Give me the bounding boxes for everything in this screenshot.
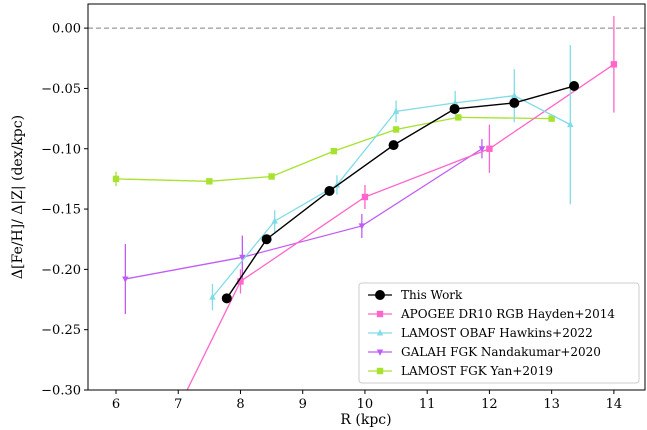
y-axis-ticks: 0.00 −0.05 −0.10 −0.15 −0.20 −0.25 −0.30 — [41, 22, 88, 399]
x-tick-label: 14 — [606, 397, 623, 412]
legend: This Work APOGEE DR10 RGB Hayden+2014 LAMO… — [358, 282, 640, 384]
x-tick-label: 8 — [236, 397, 244, 412]
plot-frame — [87, 3, 646, 391]
data-point — [511, 91, 518, 99]
y-tick-label: −0.20 — [41, 263, 81, 278]
series-4 — [112, 114, 555, 187]
y-tick-label: −0.05 — [41, 82, 81, 97]
data-point — [271, 217, 278, 224]
legend-label: This Work — [401, 288, 463, 302]
x-tick-label: 9 — [299, 397, 307, 412]
series-2 — [209, 45, 574, 311]
y-tick-label: −0.30 — [41, 384, 81, 399]
data-point — [392, 126, 400, 133]
x-tick-label: 10 — [357, 397, 374, 412]
data-point — [237, 278, 244, 285]
x-tick-label: 7 — [174, 397, 182, 412]
series-0 — [221, 81, 580, 304]
data-point — [261, 234, 272, 245]
x-tick-label: 13 — [543, 397, 560, 412]
x-axis-label: R (kpc) — [340, 412, 391, 428]
legend-swatch-marker — [376, 349, 384, 356]
legend-swatch-marker — [376, 310, 384, 318]
data-point — [455, 114, 462, 121]
data-point — [478, 146, 486, 153]
data-point — [548, 115, 555, 122]
legend-swatch-marker — [375, 290, 385, 300]
data-point — [569, 81, 580, 92]
x-tick-label: 6 — [112, 397, 120, 412]
y-tick-label: −0.10 — [41, 142, 81, 157]
legend-swatch-marker — [376, 367, 384, 375]
data-point — [449, 103, 460, 114]
y-tick-label: −0.25 — [41, 323, 81, 338]
data-point — [324, 185, 335, 196]
series-layer — [112, 16, 618, 390]
data-point — [509, 97, 520, 108]
data-point — [486, 145, 493, 152]
data-point — [392, 107, 400, 114]
data-point — [330, 147, 338, 155]
data-point — [122, 276, 129, 283]
series-1 — [186, 16, 618, 390]
y-axis-label: Δ[Fe/H]/ Δ|Z| (dex/kpc) — [10, 115, 26, 279]
data-point — [388, 140, 399, 151]
data-point — [610, 61, 618, 68]
data-point — [206, 178, 213, 185]
legend-box — [358, 282, 640, 384]
data-point — [567, 120, 574, 128]
data-point — [268, 173, 275, 180]
legend-label: LAMOST OBAF Hawkins+2022 — [401, 326, 593, 340]
series-line — [125, 148, 483, 280]
legend-label: GALAH FGK Nandakumar+2020 — [401, 345, 601, 359]
data-point — [112, 175, 120, 183]
legend-label: LAMOST FGK Yan+2019 — [401, 364, 553, 378]
y-tick-label: −0.15 — [41, 203, 81, 218]
data-point — [333, 181, 341, 188]
legend-label: APOGEE DR10 RGB Hayden+2014 — [400, 307, 615, 321]
series-3 — [122, 139, 486, 315]
data-point — [358, 223, 366, 230]
x-tick-label: 11 — [419, 397, 436, 412]
data-point — [221, 293, 232, 304]
legend-swatch-marker — [376, 329, 384, 336]
data-point — [361, 193, 369, 201]
y-tick-label: 0.00 — [52, 22, 81, 37]
data-point — [209, 293, 216, 300]
x-axis-ticks: 6 7 8 9 10 11 12 13 14 — [112, 390, 622, 412]
data-point — [451, 99, 459, 106]
x-tick-label: 12 — [481, 397, 498, 412]
data-point — [239, 254, 246, 262]
